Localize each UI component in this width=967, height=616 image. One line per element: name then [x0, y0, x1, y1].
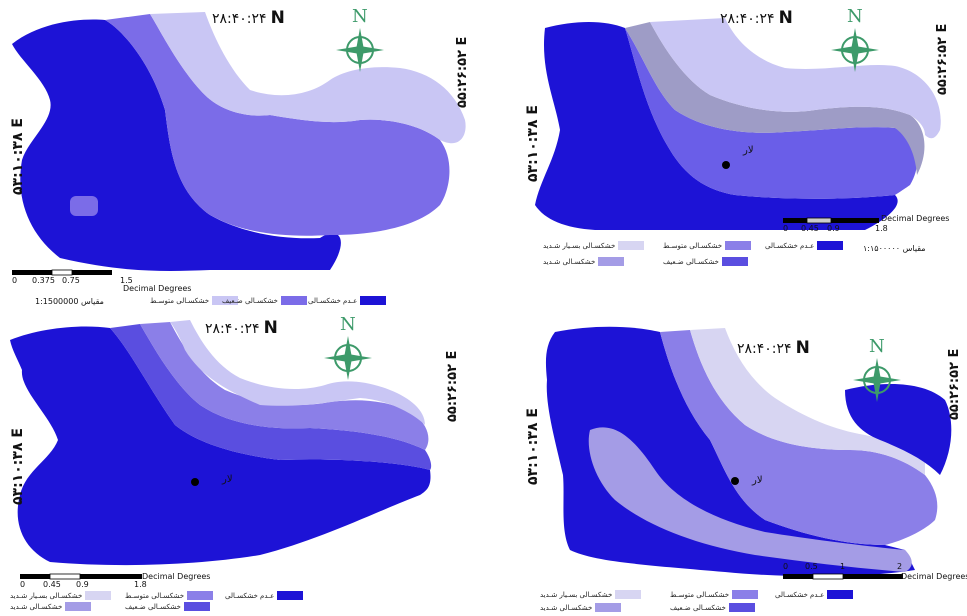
scale-tick-2: 0.9	[76, 580, 89, 589]
legend-item: خشکسـالی متوسـط	[663, 241, 752, 250]
map-region-moderate	[660, 330, 938, 545]
city-label: لار	[222, 474, 233, 485]
legend-item: عـدم خشکسـالی	[775, 590, 854, 599]
map-region-moderate	[150, 12, 466, 144]
coord-right: ۵۵:۲۶:۵۲ E	[935, 23, 950, 95]
north-arrow-icon: N	[853, 336, 901, 402]
coord-top: ۲۸:۴۰:۲۴ N	[720, 8, 793, 28]
legend-item: خشکسـالی بسـیار شـدید	[540, 590, 642, 599]
map-region-east	[845, 384, 952, 475]
scale-tick-3: 1.5	[120, 276, 133, 285]
drought-map-2	[535, 18, 941, 230]
map-region-very-severe	[650, 18, 941, 139]
coord-top: ۲۸:۴۰:۲۴ N	[205, 318, 278, 338]
scale-tick-0: 0	[783, 562, 789, 571]
coord-left: ۵۳:۱۰:۳۸ E	[525, 408, 541, 485]
scale-tick-2: 0.9	[827, 224, 840, 233]
map-panel-3: ۲۸:۴۰:۲۴ N ۵۳:۱۰:۳۸ E ۵۵:۲۶:۵۲ E N لار 0 …	[0, 310, 480, 616]
map-region-weak-mid	[625, 28, 918, 199]
legend-item: خشکسـالی متوسـط	[125, 591, 214, 600]
coord-top: ۲۸:۴۰:۲۴ N	[212, 8, 285, 28]
scale-bar	[12, 269, 112, 276]
coord-left: ۵۳:۱۰:۳۸ E	[10, 118, 26, 195]
legend-item: خشکسـالی بسـیار شـدید	[10, 591, 112, 600]
map-region-darkgray	[625, 22, 925, 175]
map-panel-4: ۲۸:۴۰:۲۴ N ۵۳:۱۰:۳۸ E ۵۵:۲۶:۵۲ E N لار 0 …	[485, 310, 967, 616]
legend-item: خشکسـالی متوسـط	[150, 296, 239, 305]
map-region-light	[170, 320, 425, 425]
city-marker-icon	[191, 478, 199, 486]
scale-tick-1: 0.45	[43, 580, 61, 589]
north-arrow-icon: N	[324, 314, 372, 380]
map-region-severe	[588, 427, 912, 572]
scale-tick-0: 0	[12, 276, 18, 285]
map-region-none	[535, 22, 898, 230]
coord-left: ۵۳:۱۰:۳۸ E	[525, 105, 541, 182]
scale-unit: Decimal Degrees	[123, 284, 192, 293]
legend-item: خشکسـالی ضـعیف	[125, 602, 210, 611]
svg-text:N: N	[340, 314, 356, 335]
scale-tick-0: 0	[20, 580, 26, 589]
scale-tick-3: 1.8	[875, 224, 888, 233]
map-region-very-severe	[690, 328, 925, 475]
legend-item: خشکسـالی ضـعیف	[663, 257, 748, 266]
scale-tick-3: 1.8	[134, 580, 147, 589]
legend-item: خشکسـالی شـدید	[540, 603, 622, 612]
coord-right: ۵۵:۲۶:۵۲ E	[947, 348, 962, 420]
legend-item: عـدم خشکسـالی	[765, 241, 844, 250]
map-region-weak	[110, 324, 432, 470]
scale-unit: Decimal Degrees	[142, 572, 211, 581]
scale-tick-2: 1	[840, 562, 846, 571]
scale-bar	[20, 573, 142, 580]
legend-item: عـدم خشکسـالی	[308, 296, 387, 305]
scale-ratio: مقیاس 1:1500000	[35, 297, 104, 306]
scale-tick-1: 0.5	[805, 562, 818, 571]
scale-unit: Decimal Degrees	[881, 214, 950, 223]
coord-right: ۵۵:۲۶:۵۲ E	[455, 36, 470, 108]
scale-tick-0: 0	[783, 224, 789, 233]
map-region-moderate	[140, 322, 429, 450]
svg-text:N: N	[869, 336, 885, 357]
scale-tick-3: 2	[897, 562, 903, 571]
scale-bar	[783, 573, 903, 580]
coord-left: ۵۳:۱۰:۳۸ E	[10, 428, 26, 505]
scale-bar	[783, 217, 879, 224]
drought-map-3	[10, 320, 432, 566]
drought-map-1	[12, 12, 466, 271]
coord-top: ۲۸:۴۰:۲۴ N	[737, 338, 810, 358]
svg-text:N: N	[352, 6, 368, 27]
drought-map-4	[545, 326, 952, 577]
map-region-none	[10, 326, 431, 566]
legend-item: خشکسـالی متوسـط	[670, 590, 759, 599]
map-region-weak	[105, 14, 450, 236]
coord-right: ۵۵:۲۶:۵۲ E	[445, 350, 460, 422]
scale-ratio: مقیاس ۱:۱۵۰۰۰۰۰	[863, 244, 926, 253]
legend-item: خشکسـالی شـدید	[543, 257, 625, 266]
legend-item: خشکسـالی شـدید	[10, 602, 92, 611]
legend-item: خشکسـالی بسـیار شـدید	[543, 241, 645, 250]
svg-text:N: N	[847, 6, 863, 27]
city-label: لار	[743, 145, 754, 156]
legend-item: خشکسـالی ضـعیف	[670, 603, 755, 612]
scale-tick-2: 0.75	[62, 276, 80, 285]
map-panel-2: ۲۸:۴۰:۲۴ N ۵۳:۱۰:۳۸ E ۵۵:۲۶:۵۲ E N لار 0 …	[485, 0, 967, 310]
scale-tick-1: 0.45	[801, 224, 819, 233]
north-arrow-icon: N	[336, 6, 384, 72]
legend-item: عـدم خشکسـالی	[225, 591, 304, 600]
north-arrow-icon: N	[831, 6, 879, 72]
city-marker-icon	[722, 161, 730, 169]
map-inlier	[70, 196, 98, 216]
city-label: لار	[752, 475, 763, 486]
scale-unit: Decimal Degrees	[901, 572, 967, 581]
scale-tick-1: 0.375	[32, 276, 55, 285]
map-panel-1: ۲۸:۴۰:۲۴ N ۵۳:۱۰:۳۸ E ۵۵:۲۶:۵۲ E N 0 0.37…	[0, 0, 480, 310]
legend-item: خشکسـالی ضـعیف	[222, 296, 307, 305]
city-marker-icon	[731, 477, 739, 485]
